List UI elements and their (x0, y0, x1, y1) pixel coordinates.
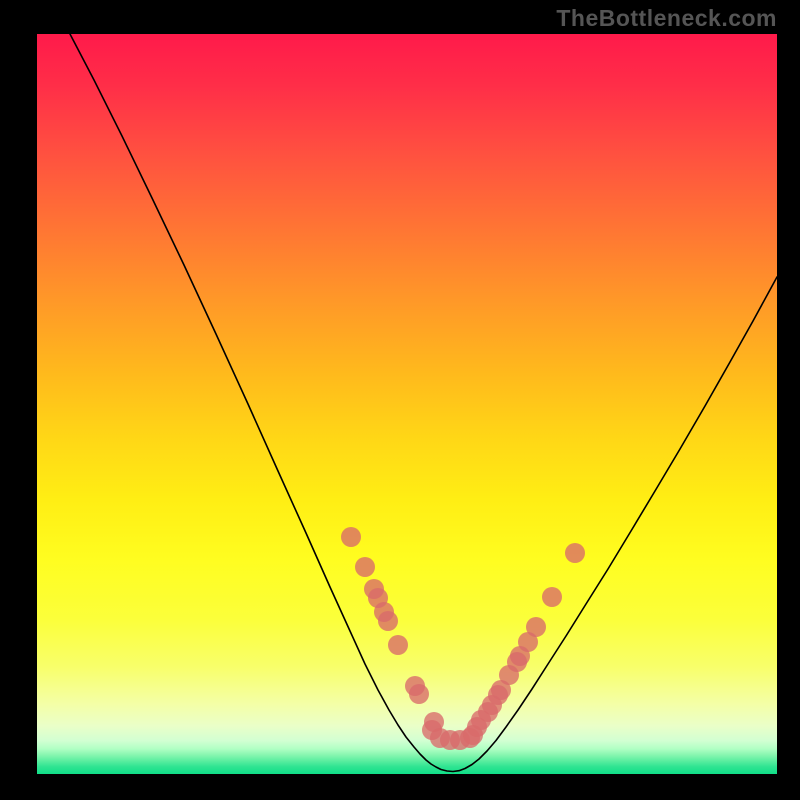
watermark-text: TheBottleneck.com (556, 5, 777, 32)
background-gradient (37, 34, 777, 774)
plot-area (37, 34, 777, 774)
